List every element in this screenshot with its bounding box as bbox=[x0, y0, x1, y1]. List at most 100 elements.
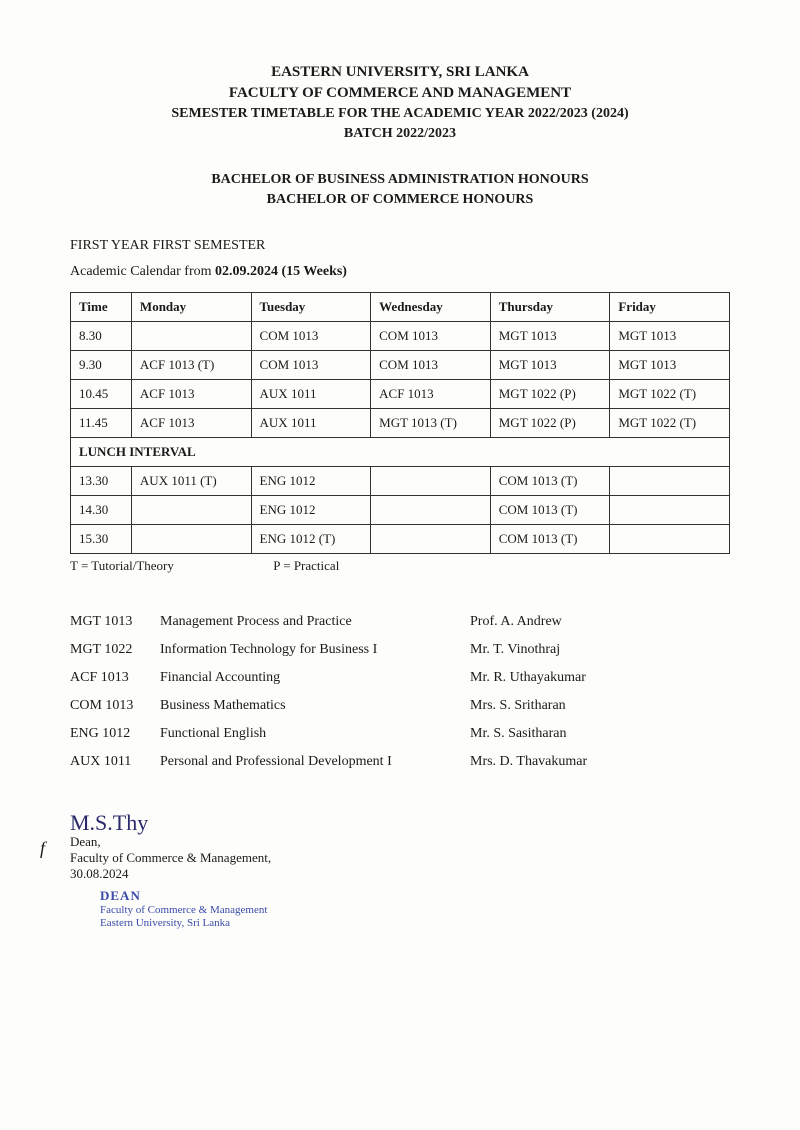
course-title: Information Technology for Business I bbox=[160, 642, 470, 658]
cell bbox=[371, 467, 491, 496]
legend-tutorial: T = Tutorial/Theory bbox=[70, 558, 270, 574]
cell: COM 1013 bbox=[371, 322, 491, 351]
col-time: Time bbox=[71, 293, 132, 322]
cell: AUX 1011 bbox=[251, 380, 371, 409]
course-row: AUX 1011 Personal and Professional Devel… bbox=[70, 754, 730, 770]
course-code: MGT 1022 bbox=[70, 642, 160, 658]
cell: COM 1013 (T) bbox=[490, 467, 610, 496]
stamp-line2: Eastern University, Sri Lanka bbox=[100, 917, 710, 930]
legend-practical: P = Practical bbox=[273, 558, 339, 574]
cell: COM 1013 bbox=[251, 351, 371, 380]
course-code: MGT 1013 bbox=[70, 614, 160, 630]
course-code: ENG 1012 bbox=[70, 726, 160, 742]
course-title: Management Process and Practice bbox=[160, 614, 470, 630]
cell-time: 15.30 bbox=[71, 525, 132, 554]
cell bbox=[131, 525, 251, 554]
batch-label: BATCH 2022/2023 bbox=[70, 126, 730, 142]
col-friday: Friday bbox=[610, 293, 730, 322]
cell-time: 9.30 bbox=[71, 351, 132, 380]
col-wednesday: Wednesday bbox=[371, 293, 491, 322]
course-code: ACF 1013 bbox=[70, 670, 160, 686]
cell-time: 10.45 bbox=[71, 380, 132, 409]
university-name: EASTERN UNIVERSITY, SRI LANKA bbox=[70, 64, 730, 81]
cell: ENG 1012 bbox=[251, 467, 371, 496]
course-row: COM 1013 Business Mathematics Mrs. S. Sr… bbox=[70, 698, 730, 714]
cell: MGT 1022 (P) bbox=[490, 380, 610, 409]
table-row: 9.30 ACF 1013 (T) COM 1013 COM 1013 MGT … bbox=[71, 351, 730, 380]
faculty-name: FACULTY OF COMMERCE AND MANAGEMENT bbox=[70, 85, 730, 102]
cell-time: 11.45 bbox=[71, 409, 132, 438]
course-instructor: Mrs. D. Thavakumar bbox=[470, 754, 730, 770]
course-code: AUX 1011 bbox=[70, 754, 160, 770]
course-instructor: Mr. T. Vinothraj bbox=[470, 642, 730, 658]
cell bbox=[371, 525, 491, 554]
table-row: 15.30 ENG 1012 (T) COM 1013 (T) bbox=[71, 525, 730, 554]
course-row: MGT 1022 Information Technology for Busi… bbox=[70, 642, 730, 658]
program-1: BACHELOR OF BUSINESS ADMINISTRATION HONO… bbox=[70, 172, 730, 188]
cell: MGT 1013 (T) bbox=[371, 409, 491, 438]
course-instructor: Mr. R. Uthayakumar bbox=[470, 670, 730, 686]
dean-stamp: DEAN Faculty of Commerce & Management Ea… bbox=[100, 888, 710, 930]
calendar-date: 02.09.2024 (15 Weeks) bbox=[215, 264, 347, 279]
cell: MGT 1022 (T) bbox=[610, 409, 730, 438]
cell: MGT 1013 bbox=[490, 351, 610, 380]
program-block: BACHELOR OF BUSINESS ADMINISTRATION HONO… bbox=[70, 172, 730, 208]
cell: MGT 1013 bbox=[610, 351, 730, 380]
cell: MGT 1013 bbox=[490, 322, 610, 351]
document-title: SEMESTER TIMETABLE FOR THE ACADEMIC YEAR… bbox=[70, 106, 730, 122]
cell: AUX 1011 bbox=[251, 409, 371, 438]
course-row: ACF 1013 Financial Accounting Mr. R. Uth… bbox=[70, 670, 730, 686]
col-thursday: Thursday bbox=[490, 293, 610, 322]
dean-label: Dean, bbox=[70, 834, 710, 850]
course-instructor: Mrs. S. Sritharan bbox=[470, 698, 730, 714]
cell bbox=[610, 467, 730, 496]
cell: MGT 1022 (T) bbox=[610, 380, 730, 409]
course-instructor: Mr. S. Sasitharan bbox=[470, 726, 730, 742]
col-tuesday: Tuesday bbox=[251, 293, 371, 322]
cell bbox=[371, 496, 491, 525]
cell: MGT 1013 bbox=[610, 322, 730, 351]
legend: T = Tutorial/Theory P = Practical bbox=[70, 558, 730, 574]
cell-time: 14.30 bbox=[71, 496, 132, 525]
table-row: 13.30 AUX 1011 (T) ENG 1012 COM 1013 (T) bbox=[71, 467, 730, 496]
cell bbox=[131, 496, 251, 525]
cell bbox=[610, 525, 730, 554]
lunch-label: LUNCH INTERVAL bbox=[71, 438, 730, 467]
table-header-row: Time Monday Tuesday Wednesday Thursday F… bbox=[71, 293, 730, 322]
timetable: Time Monday Tuesday Wednesday Thursday F… bbox=[70, 292, 730, 554]
page: EASTERN UNIVERSITY, SRI LANKA FACULTY OF… bbox=[0, 0, 800, 970]
course-title: Financial Accounting bbox=[160, 670, 470, 686]
cell: COM 1013 bbox=[251, 322, 371, 351]
year-semester-label: FIRST YEAR FIRST SEMESTER bbox=[70, 238, 730, 254]
table-row: 14.30 ENG 1012 COM 1013 (T) bbox=[71, 496, 730, 525]
cell: ACF 1013 bbox=[371, 380, 491, 409]
signature-scribble: M.S.Thy bbox=[70, 810, 710, 836]
signature-block: f M.S.Thy Dean, Faculty of Commerce & Ma… bbox=[50, 810, 710, 930]
table-row: 8.30 COM 1013 COM 1013 MGT 1013 MGT 1013 bbox=[71, 322, 730, 351]
cell: COM 1013 (T) bbox=[490, 525, 610, 554]
cell: ACF 1013 bbox=[131, 380, 251, 409]
cell-time: 8.30 bbox=[71, 322, 132, 351]
table-row: 10.45 ACF 1013 AUX 1011 ACF 1013 MGT 102… bbox=[71, 380, 730, 409]
cell: ACF 1013 (T) bbox=[131, 351, 251, 380]
course-row: MGT 1013 Management Process and Practice… bbox=[70, 614, 730, 630]
course-list: MGT 1013 Management Process and Practice… bbox=[70, 614, 730, 770]
academic-calendar-line: Academic Calendar from 02.09.2024 (15 We… bbox=[70, 264, 730, 280]
program-2: BACHELOR OF COMMERCE HONOURS bbox=[70, 192, 730, 208]
course-title: Functional English bbox=[160, 726, 470, 742]
lunch-row: LUNCH INTERVAL bbox=[71, 438, 730, 467]
cell: ENG 1012 (T) bbox=[251, 525, 371, 554]
cell: ACF 1013 bbox=[131, 409, 251, 438]
table-row: 11.45 ACF 1013 AUX 1011 MGT 1013 (T) MGT… bbox=[71, 409, 730, 438]
cell-time: 13.30 bbox=[71, 467, 132, 496]
course-title: Personal and Professional Development I bbox=[160, 754, 470, 770]
sign-date: 30.08.2024 bbox=[70, 866, 710, 882]
cell: AUX 1011 (T) bbox=[131, 467, 251, 496]
cell: COM 1013 bbox=[371, 351, 491, 380]
col-monday: Monday bbox=[131, 293, 251, 322]
faculty-label: Faculty of Commerce & Management, bbox=[70, 850, 710, 866]
course-code: COM 1013 bbox=[70, 698, 160, 714]
calendar-prefix: Academic Calendar from bbox=[70, 264, 215, 279]
table-body: 8.30 COM 1013 COM 1013 MGT 1013 MGT 1013… bbox=[71, 322, 730, 554]
course-title: Business Mathematics bbox=[160, 698, 470, 714]
